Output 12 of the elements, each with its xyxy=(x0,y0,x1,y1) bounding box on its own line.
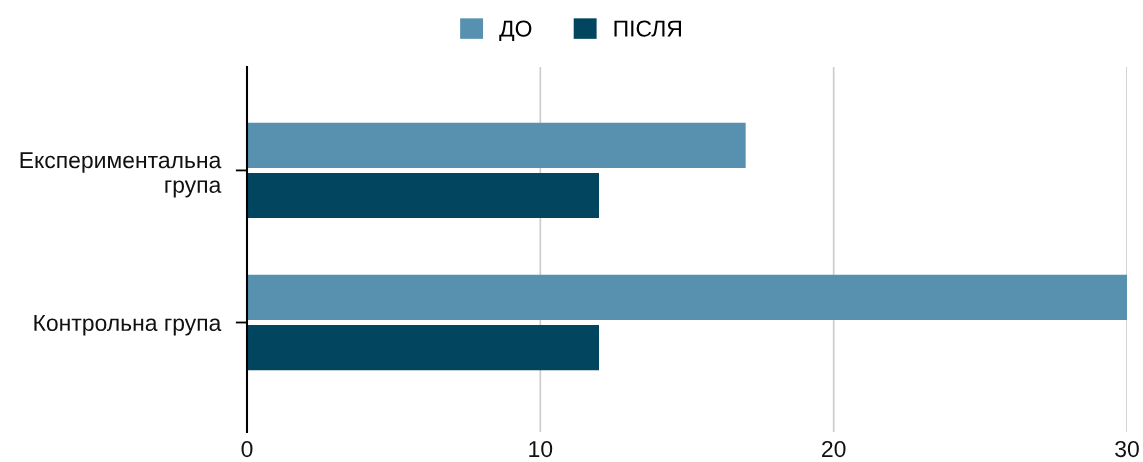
legend-label: ДО xyxy=(499,20,532,41)
y-tick-label: Експериментальна група xyxy=(20,152,222,198)
y-tick-label: Контрольна група xyxy=(34,315,222,336)
x-tick-label: 0 xyxy=(241,440,253,458)
x-tick-label: 10 xyxy=(529,440,553,458)
legend-label: ПІСЛЯ xyxy=(614,20,681,37)
bar xyxy=(247,274,1127,320)
x-tick-label: 30 xyxy=(1115,440,1139,458)
x-tick-label: 20 xyxy=(822,440,846,458)
bar xyxy=(247,172,599,219)
bar xyxy=(247,122,746,168)
bar xyxy=(247,325,599,371)
